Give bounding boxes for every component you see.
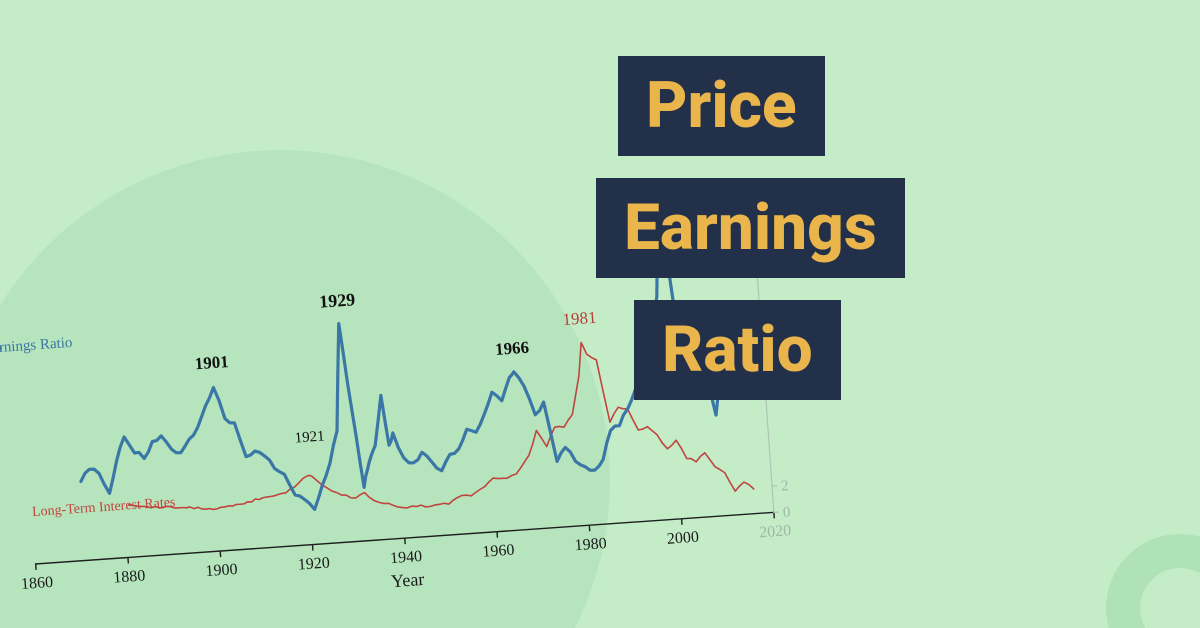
- legend-pe-ratio-visible: ice-Earnings Ratio: [0, 335, 73, 359]
- y-right-tick-label: 0: [782, 504, 791, 520]
- x-tick-label: 1960: [482, 542, 515, 561]
- legend-interest-rates: Long-Term Interest Rates: [32, 495, 176, 520]
- x-tick-label: 1860: [20, 574, 53, 593]
- x-tick-label: 1940: [390, 548, 423, 567]
- heading-stack: PriceEarningsRatio: [618, 56, 905, 400]
- x-tick-label: 2020: [759, 522, 792, 541]
- canvas: 1860 1880 1900 1920 1940 1960 1980 2000 2020 Year…: [0, 0, 1200, 628]
- annotation-1929: 1929: [318, 289, 355, 311]
- heading-line-1: Earnings: [596, 178, 905, 278]
- x-tick-label: 2000: [666, 529, 699, 548]
- heading-line-0: Price: [618, 56, 825, 156]
- annotation-1966: 1966: [494, 338, 529, 359]
- x-tick-label: 1900: [205, 561, 238, 580]
- x-axis-title: Year: [390, 569, 424, 591]
- heading-line-2: Ratio: [634, 300, 841, 400]
- annotation-1981: 1981: [562, 308, 597, 329]
- decor-ring: [1106, 534, 1200, 628]
- annotation-1901: 1901: [194, 352, 229, 373]
- x-tick-label: 1880: [113, 567, 146, 586]
- y-right-tick-label: 2: [781, 478, 790, 494]
- x-tick-label: 1980: [574, 535, 607, 554]
- annotation-1921: 1921: [294, 429, 325, 447]
- x-tick-label: 1920: [297, 554, 330, 573]
